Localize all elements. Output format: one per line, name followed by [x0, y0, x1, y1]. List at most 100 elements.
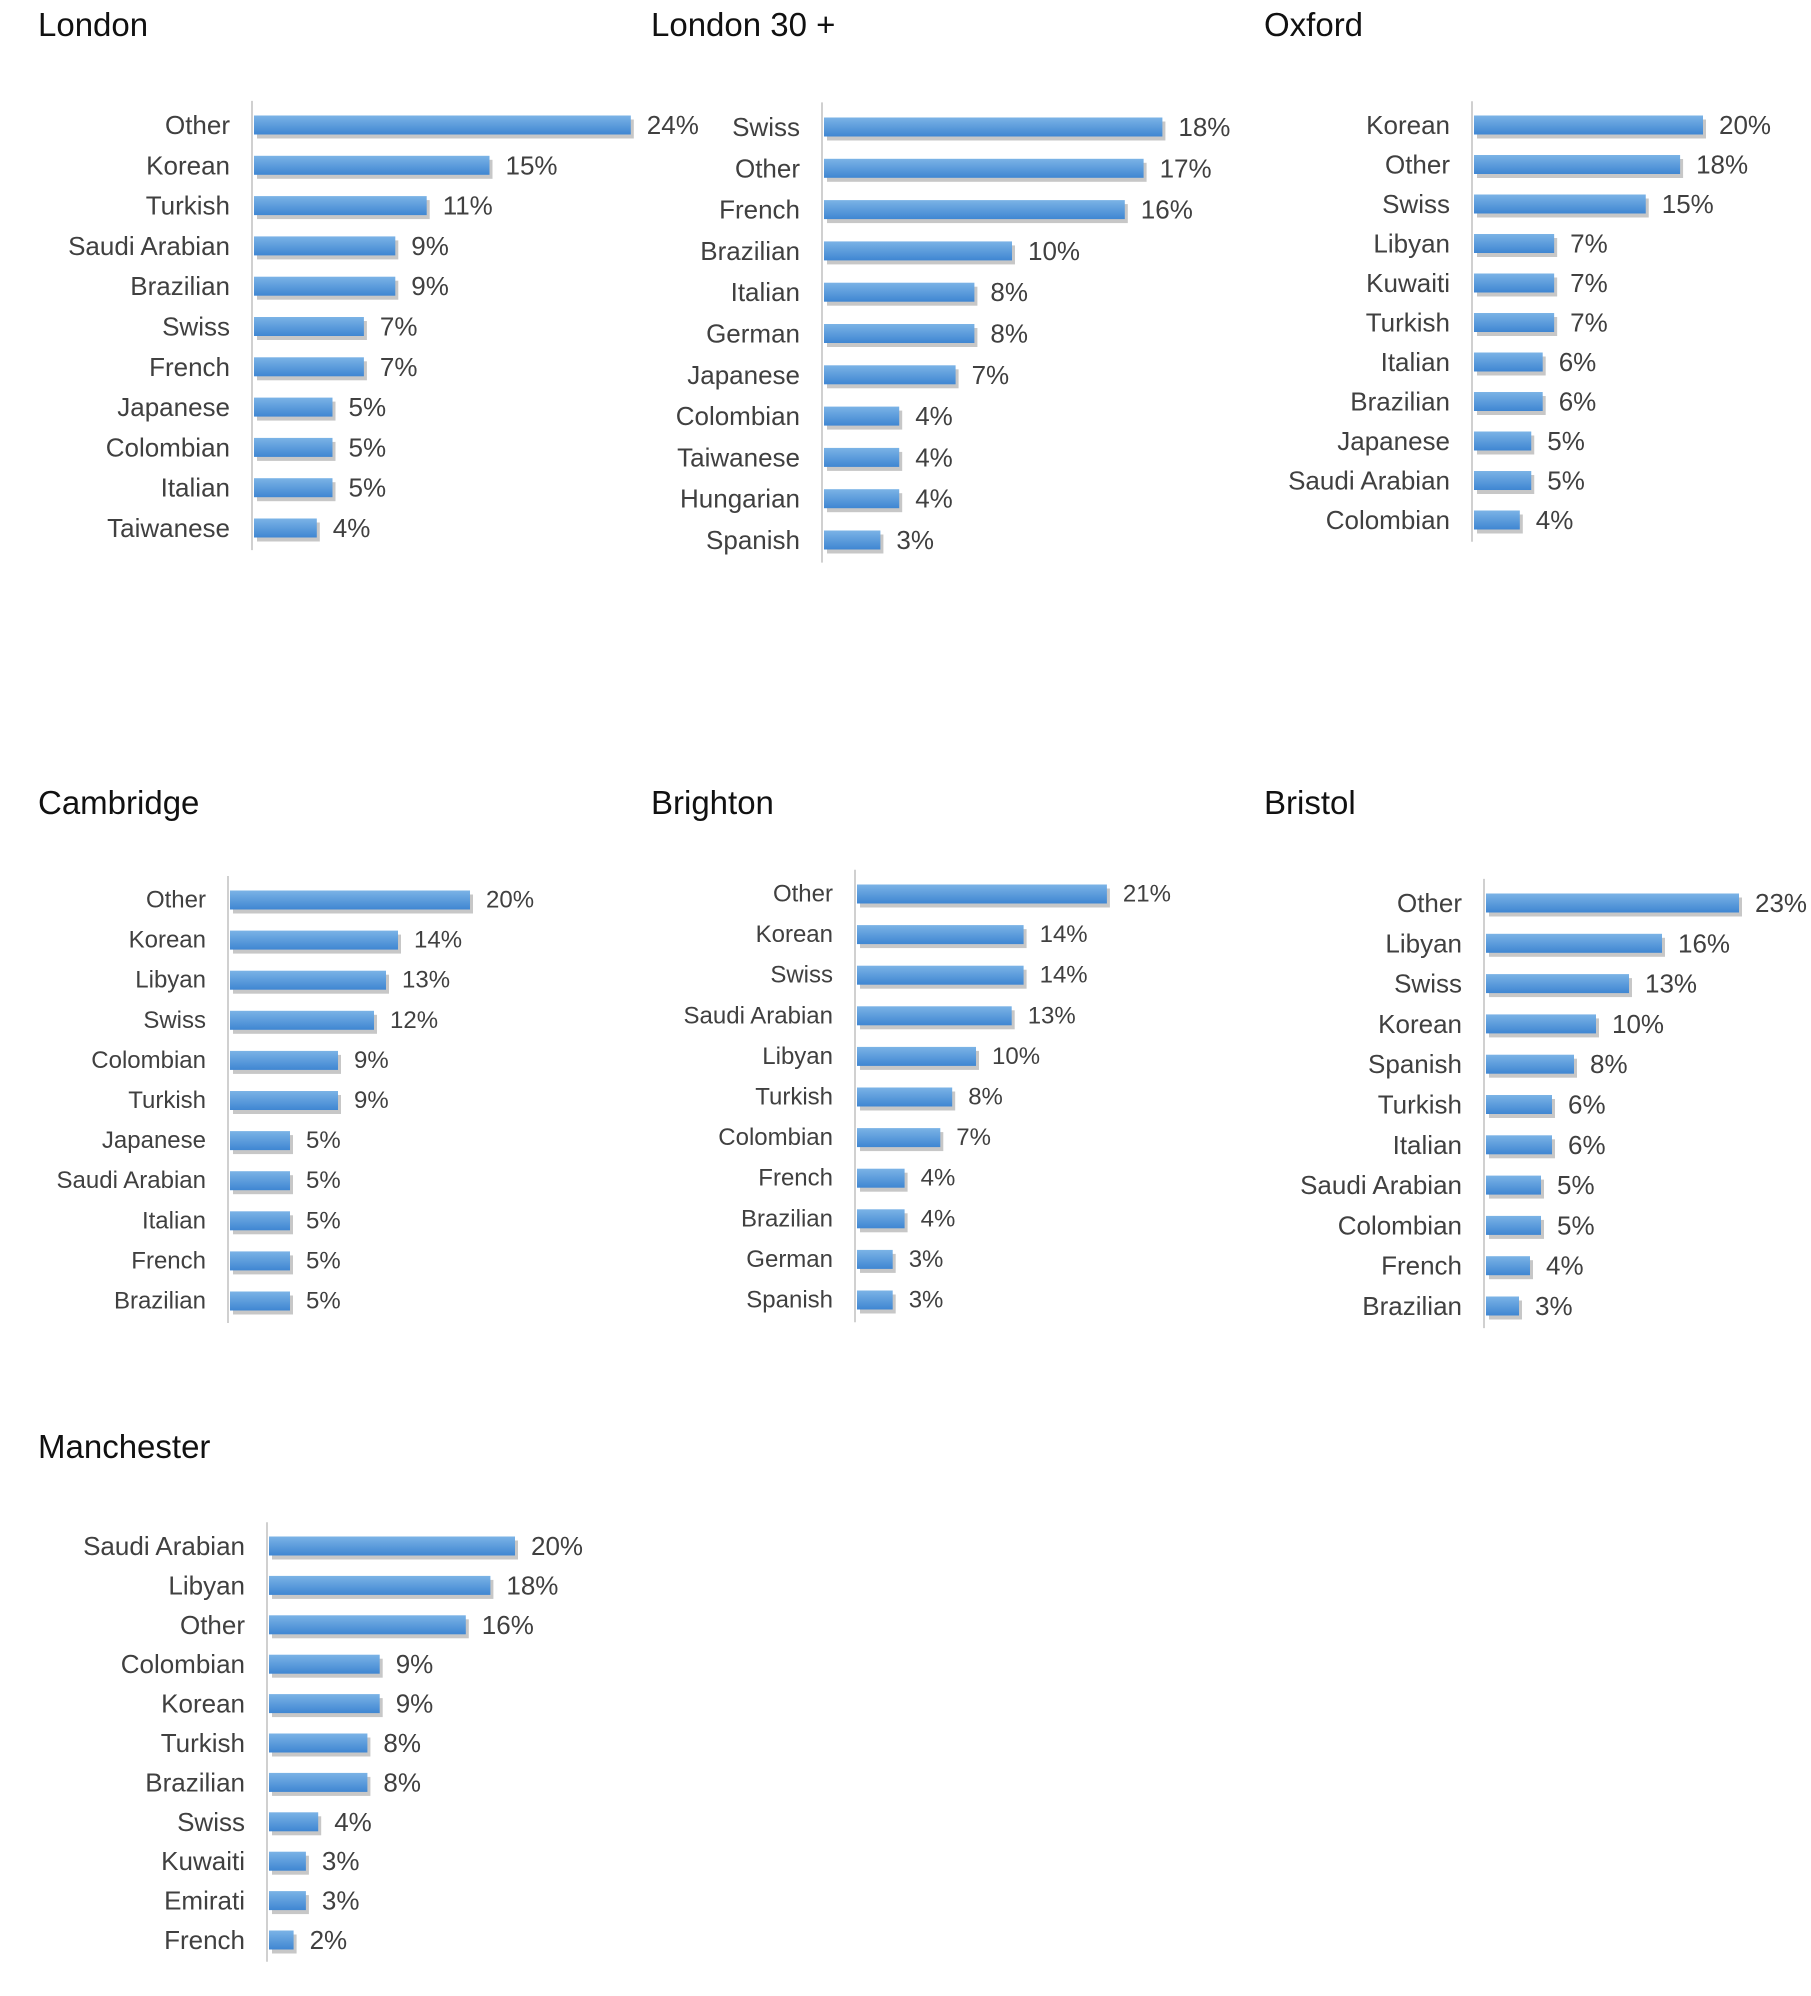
data-label: 13%	[1028, 1002, 1076, 1029]
chart-panel-cambridge: Cambridge Other 20% Korean 14% Libyan 13% Swis…	[38, 784, 638, 1344]
bar	[857, 1168, 905, 1188]
bar	[857, 1128, 941, 1148]
data-label: 10%	[1028, 236, 1080, 266]
category-label: Taiwanese	[107, 513, 230, 543]
category-label: Other	[735, 153, 800, 183]
data-label: 5%	[349, 392, 387, 422]
bar	[230, 930, 398, 950]
category-label: Korean	[146, 150, 230, 180]
bar	[230, 1091, 338, 1110]
chart-title: Brighton	[651, 784, 774, 821]
category-label: Colombian	[91, 1047, 206, 1074]
category-label: Swiss	[732, 112, 800, 142]
bar	[824, 447, 900, 467]
bar	[269, 1733, 368, 1753]
chart-title: Oxford	[1264, 6, 1364, 43]
category-label: Libyan	[168, 1570, 245, 1600]
category-label: Spanish	[1368, 1049, 1462, 1079]
bar	[269, 1930, 294, 1950]
chart-panel-oxford: Oxford Korean 20% Other 18% Swiss 15% Libyan 7%…	[1264, 6, 1809, 566]
bar	[824, 200, 1125, 220]
data-label: 16%	[482, 1610, 534, 1640]
data-label: 6%	[1559, 347, 1597, 377]
data-label: 20%	[531, 1531, 583, 1561]
bar	[230, 1211, 290, 1231]
category-label: French	[758, 1165, 833, 1192]
data-label: 3%	[896, 525, 934, 555]
data-label: 9%	[411, 271, 449, 301]
bar	[1474, 234, 1555, 253]
bar	[824, 158, 1144, 178]
bar	[1474, 471, 1532, 490]
bar	[269, 1654, 380, 1674]
chart-panel-bristol: Bristol Other 23% Libyan 16% Swiss 13% Korean 1…	[1264, 784, 1809, 1344]
data-label: 10%	[992, 1043, 1040, 1070]
category-label: Brazilian	[700, 236, 800, 266]
data-label: 5%	[1547, 466, 1585, 496]
bar	[824, 282, 975, 302]
data-label: 5%	[306, 1167, 341, 1194]
category-label: Taiwanese	[677, 442, 800, 472]
bar	[1486, 1054, 1574, 1074]
data-label: 4%	[915, 484, 953, 514]
category-label: Turkish	[755, 1084, 833, 1111]
category-label: Saudi Arabian	[57, 1167, 206, 1194]
bar	[824, 406, 900, 426]
data-label: 7%	[1570, 268, 1608, 298]
chart-panel-london: London Other 24% Korean 15% Turkish 11% Saudi …	[38, 6, 699, 566]
category-label: Other	[1397, 888, 1462, 918]
category-label: French	[131, 1247, 206, 1274]
category-label: Turkish	[128, 1087, 206, 1114]
data-label: 8%	[968, 1084, 1003, 1111]
bar	[269, 1694, 380, 1714]
data-label: 11%	[443, 191, 493, 221]
category-label: Swiss	[177, 1807, 245, 1837]
bar	[230, 1291, 290, 1311]
data-label: 4%	[1546, 1251, 1584, 1281]
chart-title: Manchester	[38, 1428, 211, 1465]
data-label: 20%	[1719, 110, 1771, 140]
bar	[230, 970, 386, 990]
data-label: 5%	[306, 1127, 341, 1154]
category-label: Italian	[161, 473, 230, 503]
bar	[824, 365, 956, 385]
data-label: 8%	[990, 277, 1028, 307]
data-label: 4%	[921, 1165, 956, 1192]
bar	[269, 1851, 306, 1871]
data-label: 5%	[1557, 1210, 1595, 1240]
bar-chart-manchester: Saudi Arabian 20% Libyan 18% Other 16% Colombi…	[83, 1522, 583, 1962]
data-label: 13%	[1645, 969, 1697, 999]
data-label: 16%	[1141, 195, 1193, 225]
bar	[230, 1050, 338, 1070]
bar	[1486, 1014, 1596, 1034]
category-label: Italian	[1393, 1130, 1462, 1160]
category-label: Swiss	[1394, 969, 1462, 999]
data-label: 18%	[506, 1570, 558, 1600]
data-label: 4%	[334, 1807, 372, 1837]
data-label: 3%	[909, 1287, 944, 1314]
category-label: Colombian	[1338, 1210, 1462, 1240]
category-label: Hungarian	[680, 484, 800, 514]
data-label: 3%	[322, 1886, 360, 1916]
bar	[269, 1891, 306, 1911]
data-label: 4%	[915, 401, 953, 431]
category-label: Korean	[1378, 1009, 1462, 1039]
category-label: Turkish	[146, 191, 230, 221]
data-label: 7%	[956, 1124, 991, 1151]
data-label: 7%	[1570, 229, 1608, 259]
category-label: French	[1381, 1251, 1462, 1281]
category-label: Japanese	[117, 392, 230, 422]
data-label: 9%	[354, 1087, 389, 1114]
chart-panel-brighton: Brighton Other 21% Korean 14% Swiss 14% Saudi …	[651, 784, 1251, 1344]
bar	[254, 397, 333, 417]
data-label: 7%	[1570, 308, 1608, 338]
data-label: 5%	[349, 432, 387, 462]
bar	[254, 518, 317, 538]
bar	[1486, 933, 1662, 953]
data-label: 6%	[1559, 387, 1597, 417]
bar	[269, 1536, 515, 1556]
category-label: Colombian	[1326, 505, 1450, 535]
bar	[1474, 431, 1532, 451]
bar	[857, 1209, 905, 1229]
bar	[1486, 1256, 1530, 1276]
